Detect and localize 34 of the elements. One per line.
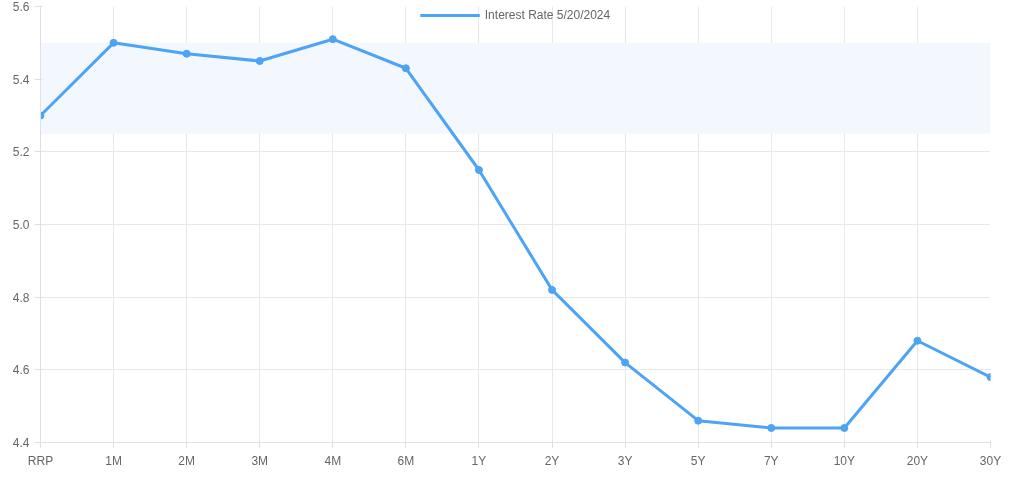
y-tick-label: 4.8 [12, 290, 30, 305]
x-tick-label: 7Y [763, 453, 779, 468]
x-tick-label: 1M [105, 453, 122, 468]
x-tick-label: 30Y [979, 453, 1002, 468]
x-tick-label: 2M [178, 453, 195, 468]
x-tick-label: 20Y [906, 453, 929, 468]
point [840, 423, 849, 432]
point [109, 38, 118, 47]
point [182, 49, 191, 58]
point [401, 64, 410, 73]
x-tick-label: 4M [324, 453, 342, 468]
x-tick-label: 10Y [833, 453, 856, 468]
x-tick-label: 3M [251, 453, 269, 468]
x-tick-label: RRP [27, 453, 54, 468]
point [474, 166, 483, 174]
point [621, 358, 630, 367]
legend-label: Interest Rate 5/20/2024 [484, 8, 611, 22]
x-tick-label: 5Y [690, 453, 706, 468]
x-tick-label: 3Y [617, 453, 633, 468]
y-tick-label: 4.6 [12, 363, 30, 378]
point [548, 285, 557, 294]
y-tick-label: 5.4 [12, 72, 30, 87]
point [328, 35, 337, 44]
y-tick-label: 5.6 [12, 0, 30, 14]
y-tick-label: 5.2 [12, 145, 30, 160]
point [694, 416, 703, 425]
point [767, 423, 776, 432]
point [913, 336, 922, 345]
x-tick-label: 1Y [471, 453, 487, 468]
y-tick-label: 5.0 [12, 218, 30, 232]
point [255, 57, 264, 65]
x-tick-label: 2Y [544, 453, 560, 468]
y-tick-label: 4.4 [12, 436, 30, 450]
x-tick-label: 6M [397, 453, 415, 468]
